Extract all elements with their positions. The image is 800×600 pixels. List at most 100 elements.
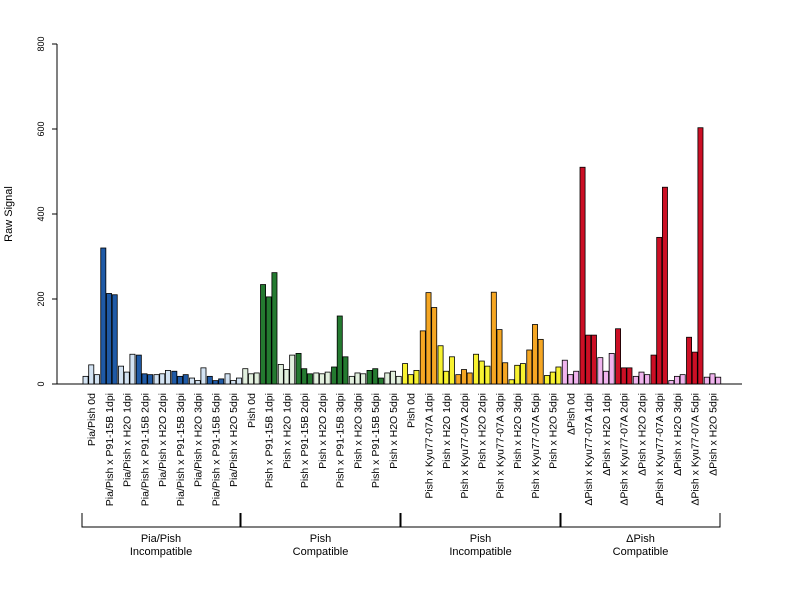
bar (366, 369, 373, 385)
y-axis: 0 200 400 600 800 (36, 36, 58, 387)
group-sublabel: Compatible (613, 546, 669, 558)
x-tick-label: ΔPish x Kyu77-07A 3dpi (654, 393, 666, 506)
bar (573, 370, 580, 385)
bar (118, 365, 124, 385)
bar (668, 380, 675, 385)
x-tick-label: Pia/Pish x H2O 1dpi (122, 393, 134, 487)
bar (200, 367, 207, 385)
bar (224, 373, 231, 385)
bar (413, 369, 420, 385)
bar (306, 373, 313, 385)
bar (473, 353, 479, 385)
x-tick-label: Pish x H2O 3dpi (352, 393, 364, 469)
bar (443, 370, 450, 385)
bar (100, 247, 107, 385)
bar (508, 379, 515, 385)
x-tick-label: ΔPish x H2O 3dpi (672, 393, 684, 476)
x-tick-labels: Pia/Pish 0d Pia/Pish x P91-15B 1dpi Pia/Pi… (86, 393, 719, 506)
bar (620, 367, 627, 385)
bar (466, 372, 473, 385)
bar (419, 330, 426, 385)
group-label: Pish (470, 533, 491, 545)
bar (549, 371, 556, 385)
bar (212, 380, 219, 385)
bar (585, 334, 592, 385)
group-bracket (560, 513, 721, 528)
x-tick-label: Pish x Kyu77-07A 3dpi (494, 393, 506, 499)
bar (147, 374, 154, 385)
bar (265, 296, 272, 385)
group-label: ΔPish (626, 533, 655, 545)
bar (579, 166, 586, 385)
bar (650, 354, 657, 385)
x-tick-label: ΔPish x Kyu77-07A 1dpi (583, 393, 595, 506)
bar (88, 364, 95, 385)
bar (461, 369, 467, 385)
group-bracket (400, 513, 561, 528)
bar (194, 380, 201, 385)
group-sublabel: Incompatible (449, 546, 511, 558)
bar (402, 363, 408, 385)
bar (691, 351, 698, 385)
bar (537, 338, 544, 385)
bar (632, 375, 639, 385)
x-tick-label: ΔPish x Kyu77-07A 2dpi (619, 393, 631, 506)
group-label: Pish (310, 533, 331, 545)
bars (82, 127, 722, 385)
y-tick-label: 200 (36, 291, 46, 306)
bar (561, 359, 568, 385)
bar (638, 371, 645, 385)
x-tick-label: Pish x H2O 5dpi (548, 393, 560, 469)
bar (283, 369, 290, 385)
x-tick-label: Pia/Pish x P91-15B 2dpi (139, 393, 151, 506)
bar (407, 374, 414, 385)
bar (248, 373, 254, 385)
bar (271, 272, 278, 385)
bar (555, 366, 562, 385)
x-tick-label: Pia/Pish x P91-15B 1dpi (104, 393, 116, 506)
bar (455, 374, 462, 385)
bar (336, 315, 343, 385)
bar (111, 294, 118, 385)
bar (597, 357, 604, 385)
bar (342, 356, 349, 385)
bar (94, 374, 100, 385)
bar (686, 336, 692, 385)
x-tick-label: Pia/Pish x P91-15B 3dpi (175, 393, 187, 506)
bar (425, 292, 432, 385)
bar (526, 349, 533, 385)
bar (331, 366, 337, 385)
bar (520, 363, 526, 385)
group-bracket (81, 513, 241, 528)
x-tick-label: ΔPish x H2O 1dpi (601, 393, 613, 476)
bar (626, 367, 633, 385)
bar (496, 329, 503, 385)
x-tick-label: Pia/Pish 0d (86, 393, 98, 446)
x-tick-label: Pish x Kyu77-07A 2dpi (459, 393, 471, 499)
x-tick-label: Pish x P91-15B 1dpi (264, 393, 276, 488)
bar (644, 374, 651, 385)
x-tick-label: Pish x P91-15B 2dpi (299, 393, 311, 488)
x-tick-label: Pia/Pish x H2O 5dpi (228, 393, 240, 487)
group-sublabel: Compatible (293, 546, 349, 558)
x-tick-label: Pish 0d (406, 393, 418, 428)
bar (159, 373, 166, 385)
bar (490, 291, 497, 385)
bar (324, 371, 331, 385)
bar (301, 368, 308, 385)
bar (532, 324, 538, 385)
x-tick-label: ΔPish 0d (565, 393, 577, 435)
bar (484, 365, 491, 385)
bar (715, 376, 722, 385)
bar (615, 328, 621, 385)
bar (478, 360, 485, 385)
bar (235, 377, 242, 385)
bar (141, 373, 148, 385)
bar (679, 374, 686, 385)
bar (348, 375, 355, 385)
bar (395, 375, 402, 385)
bar (260, 284, 266, 385)
bar (129, 353, 136, 385)
bar (384, 372, 391, 385)
x-tick-label: Pish x H2O 2dpi (317, 393, 329, 469)
